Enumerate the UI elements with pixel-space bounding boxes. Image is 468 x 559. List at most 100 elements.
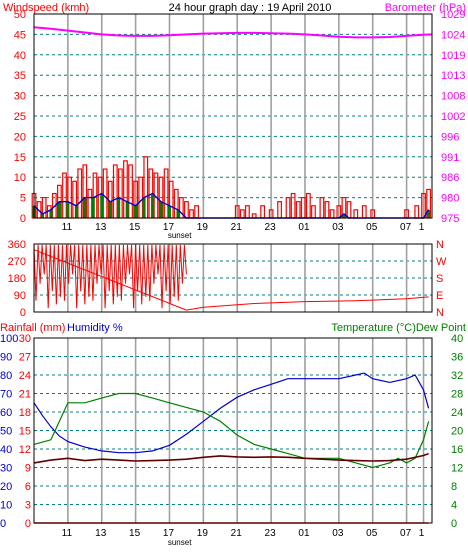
- y-tick-barometer: 1002: [441, 111, 465, 123]
- sunset-label: sunset: [168, 538, 192, 547]
- average-bar: [117, 197, 121, 218]
- y-tick-windspeed: 40: [14, 50, 26, 62]
- y-tick-windspeed: 15: [14, 152, 26, 164]
- direction-trace-oscillating: [33, 244, 187, 309]
- y-tick-temperature: 4: [451, 500, 457, 512]
- y-tick-rainfall: 9: [25, 463, 31, 475]
- direction-trace: [33, 249, 429, 311]
- y-tick-rainfall: 15: [19, 426, 31, 438]
- y-tick-rainfall: 12: [19, 444, 31, 456]
- y-tick-temperature: 0: [451, 518, 457, 530]
- x-tick-label: 11: [62, 222, 73, 233]
- y-tick-rainfall: 21: [19, 389, 31, 401]
- average-bar: [91, 197, 95, 218]
- y-tick-windspeed: 30: [14, 91, 26, 103]
- y-tick-compass: S: [436, 273, 443, 285]
- windspeed-panel: 0510152025303540455097598098699199610021…: [14, 9, 466, 240]
- y-tick-barometer: 1024: [441, 29, 465, 41]
- rainfall-axis-label: Rainfall (mm): [0, 322, 65, 334]
- y-tick-barometer: 1008: [441, 91, 465, 103]
- y-tick-humidity: 70: [0, 389, 12, 401]
- humidity-line: [33, 372, 430, 454]
- y-tick-rainfall: 30: [19, 333, 31, 345]
- x-tick-label: 17: [163, 222, 175, 233]
- y-tick-humidity: 80: [0, 370, 12, 382]
- average-bar: [125, 201, 129, 218]
- y-tick-compass: N: [436, 239, 444, 251]
- y-tick-barometer: 980: [441, 193, 459, 205]
- y-tick-direction: 90: [14, 290, 26, 302]
- average-bar: [159, 201, 163, 218]
- average-bar: [134, 205, 138, 218]
- x-tick-label: 23: [265, 222, 277, 233]
- y-tick-temperature: 32: [451, 370, 463, 382]
- y-tick-rainfall: 27: [19, 352, 31, 364]
- average-bar: [40, 213, 44, 218]
- y-tick-rainfall: 6: [25, 481, 31, 493]
- y-tick-barometer: 1013: [441, 70, 465, 82]
- y-tick-barometer: 991: [441, 152, 459, 164]
- average-bar: [167, 205, 171, 218]
- plot-border: [33, 243, 433, 313]
- y-tick-temperature: 16: [451, 444, 463, 456]
- humidity-axis-label: Humidity %: [67, 322, 123, 334]
- average-bar: [49, 209, 53, 218]
- x-tick-label: 19: [197, 528, 209, 539]
- y-tick-humidity: 90: [0, 352, 12, 364]
- average-bar: [342, 213, 346, 218]
- y-tick-rainfall: 3: [25, 500, 31, 512]
- y-tick-rainfall: 18: [19, 407, 31, 419]
- average-bar: [151, 193, 155, 218]
- y-tick-rainfall: 24: [19, 370, 31, 382]
- x-tick-label: 21: [231, 528, 243, 539]
- x-tick-label: 05: [366, 528, 378, 539]
- x-tick-label: 15: [129, 528, 141, 539]
- y-tick-windspeed: 20: [14, 131, 26, 143]
- y-tick-humidity: 100: [0, 333, 18, 345]
- y-tick-compass: E: [436, 290, 443, 302]
- x-tick-label: 17: [163, 528, 175, 539]
- y-tick-compass: W: [436, 256, 447, 268]
- average-bar: [74, 205, 78, 218]
- y-tick-temperature: 40: [451, 333, 463, 345]
- page-title: 24 hour graph day : 19 April 2010: [169, 2, 332, 14]
- temperature-axis-label: Temperature (°C)Dew Point: [331, 322, 466, 334]
- x-tick-label: 01: [298, 222, 310, 233]
- y-tick-temperature: 24: [451, 407, 463, 419]
- x-tick-label: 15: [129, 222, 141, 233]
- y-tick-barometer: 1029: [441, 9, 465, 21]
- average-bar: [100, 193, 104, 218]
- x-tick-label: 1: [419, 222, 425, 233]
- y-tick-windspeed: 50: [14, 9, 26, 21]
- y-tick-direction: 360: [8, 239, 26, 251]
- x-tick-label: 13: [95, 222, 107, 233]
- y-tick-windspeed: 45: [14, 29, 26, 41]
- y-tick-barometer: 975: [441, 213, 459, 225]
- x-tick-label: 1: [419, 528, 425, 539]
- y-tick-humidity: 40: [0, 444, 12, 456]
- y-tick-temperature: 28: [451, 389, 463, 401]
- average-bar: [142, 197, 146, 218]
- x-tick-label: 23: [265, 528, 277, 539]
- y-tick-windspeed: 35: [14, 70, 26, 82]
- x-tick-label: 01: [298, 528, 310, 539]
- average-bar: [66, 201, 70, 218]
- y-tick-temperature: 20: [451, 426, 463, 438]
- y-tick-humidity: 50: [0, 426, 12, 438]
- y-tick-barometer: 1019: [441, 50, 465, 62]
- x-tick-label: 03: [332, 528, 344, 539]
- y-tick-temperature: 36: [451, 352, 463, 364]
- average-bar: [83, 197, 87, 218]
- y-tick-windspeed: 0: [20, 213, 26, 225]
- x-tick-label: 07: [400, 222, 412, 233]
- y-tick-humidity: 30: [0, 463, 12, 475]
- average-bar: [176, 209, 180, 218]
- y-tick-windspeed: 5: [20, 193, 26, 205]
- y-tick-direction: 0: [20, 307, 26, 319]
- y-tick-humidity: 20: [0, 481, 12, 493]
- y-tick-humidity: 10: [0, 500, 12, 512]
- x-tick-label: 21: [231, 222, 243, 233]
- sunset-label: sunset: [168, 231, 192, 240]
